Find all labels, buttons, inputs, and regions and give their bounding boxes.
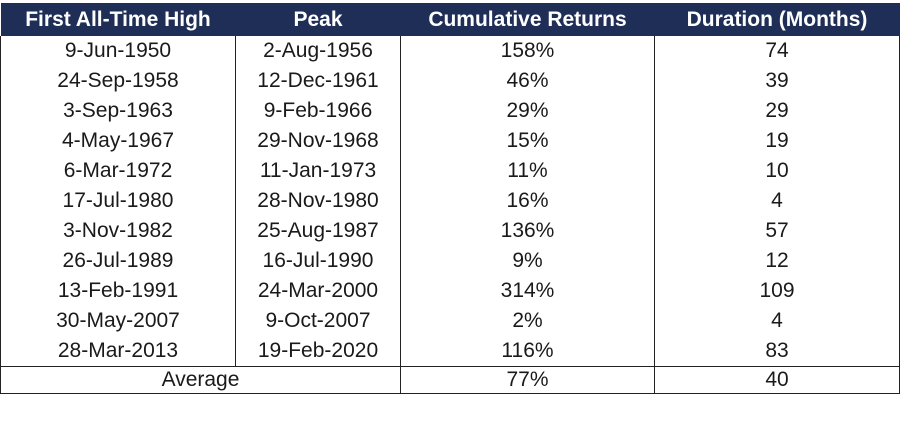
cumulative-returns-cell: 15% <box>400 126 655 156</box>
duration-months-cell: 29 <box>654 96 900 126</box>
first-all-time-high-cell: 26-Jul-1989 <box>0 246 236 276</box>
cumulative-returns-cell: 29% <box>400 96 655 126</box>
duration-months-cell: 39 <box>654 66 900 96</box>
cumulative-returns-cell: 314% <box>400 276 655 306</box>
duration-months-cell: 74 <box>654 36 900 66</box>
duration-months-cell: 19 <box>654 126 900 156</box>
duration-months-cell: 109 <box>654 276 900 306</box>
peak-cell: 24-Mar-2000 <box>235 276 401 306</box>
all-time-high-returns-table: First All-Time High Peak Cumulative Retu… <box>0 3 900 394</box>
header-row: First All-Time High Peak Cumulative Retu… <box>0 3 900 36</box>
peak-cell: 19-Feb-2020 <box>235 336 401 367</box>
header-cumulative-returns: Cumulative Returns <box>400 3 655 36</box>
peak-cell: 2-Aug-1956 <box>235 36 401 66</box>
peak-cell: 29-Nov-1968 <box>235 126 401 156</box>
first-all-time-high-cell: 3-Nov-1982 <box>0 216 236 246</box>
cumulative-returns-cell: 16% <box>400 186 655 216</box>
peak-cell: 16-Jul-1990 <box>235 246 401 276</box>
average-label: Average <box>0 366 401 394</box>
duration-months-cell: 4 <box>654 186 900 216</box>
first-all-time-high-cell: 6-Mar-1972 <box>0 156 236 186</box>
first-all-time-high-cell: 24-Sep-1958 <box>0 66 236 96</box>
duration-months-cell: 57 <box>654 216 900 246</box>
first-all-time-high-cell: 30-May-2007 <box>0 306 236 336</box>
cumulative-returns-cell: 158% <box>400 36 655 66</box>
header-peak: Peak <box>235 3 401 36</box>
cumulative-returns-cell: 9% <box>400 246 655 276</box>
cumulative-returns-cell: 46% <box>400 66 655 96</box>
table-header: First All-Time High Peak Cumulative Retu… <box>0 3 900 36</box>
first-all-time-high-cell: 9-Jun-1950 <box>0 36 236 66</box>
first-all-time-high-cell: 13-Feb-1991 <box>0 276 236 306</box>
header-first-all-time-high: First All-Time High <box>0 3 236 36</box>
cumulative-returns-cell: 136% <box>400 216 655 246</box>
duration-months-cell: 10 <box>654 156 900 186</box>
table-footer: Average 77% 40 <box>0 366 900 394</box>
first-all-time-high-cell: 3-Sep-1963 <box>0 96 236 126</box>
table-row: 3-Sep-1963 9-Feb-1966 29% 29 <box>0 96 900 126</box>
table-row: 26-Jul-1989 16-Jul-1990 9% 12 <box>0 246 900 276</box>
table-row: 3-Nov-1982 25-Aug-1987 136% 57 <box>0 216 900 246</box>
peak-cell: 11-Jan-1973 <box>235 156 401 186</box>
duration-months-cell: 83 <box>654 336 900 367</box>
table-row: 17-Jul-1980 28-Nov-1980 16% 4 <box>0 186 900 216</box>
duration-months-cell: 12 <box>654 246 900 276</box>
cumulative-returns-cell: 11% <box>400 156 655 186</box>
cumulative-returns-cell: 2% <box>400 306 655 336</box>
table-body: 9-Jun-1950 2-Aug-1956 158% 74 24-Sep-1958 12-… <box>0 36 900 367</box>
peak-cell: 25-Aug-1987 <box>235 216 401 246</box>
table-row: 30-May-2007 9-Oct-2007 2% 4 <box>0 306 900 336</box>
first-all-time-high-cell: 28-Mar-2013 <box>0 336 236 367</box>
table-row: 4-May-1967 29-Nov-1968 15% 19 <box>0 126 900 156</box>
table-row: 24-Sep-1958 12-Dec-1961 46% 39 <box>0 66 900 96</box>
header-duration-months: Duration (Months) <box>654 3 900 36</box>
table-row: 28-Mar-2013 19-Feb-2020 116% 83 <box>0 336 900 367</box>
table-row: 6-Mar-1972 11-Jan-1973 11% 10 <box>0 156 900 186</box>
average-cumulative-returns: 77% <box>400 366 655 394</box>
peak-cell: 12-Dec-1961 <box>235 66 401 96</box>
duration-months-cell: 4 <box>654 306 900 336</box>
average-duration-months: 40 <box>654 366 900 394</box>
first-all-time-high-cell: 4-May-1967 <box>0 126 236 156</box>
table-row: 9-Jun-1950 2-Aug-1956 158% 74 <box>0 36 900 66</box>
peak-cell: 28-Nov-1980 <box>235 186 401 216</box>
average-row: Average 77% 40 <box>0 366 900 394</box>
peak-cell: 9-Oct-2007 <box>235 306 401 336</box>
peak-cell: 9-Feb-1966 <box>235 96 401 126</box>
table-row: 13-Feb-1991 24-Mar-2000 314% 109 <box>0 276 900 306</box>
first-all-time-high-cell: 17-Jul-1980 <box>0 186 236 216</box>
cumulative-returns-cell: 116% <box>400 336 655 367</box>
